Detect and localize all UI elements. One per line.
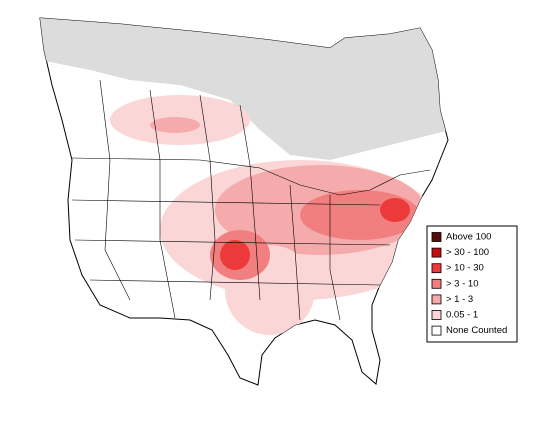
- legend-label: > 10 - 30: [446, 263, 484, 274]
- legend-label: > 3 - 10: [446, 278, 478, 289]
- legend-swatch: [431, 232, 442, 242]
- legend-label: > 30 - 100: [446, 247, 489, 258]
- legend-label: 0.05 - 1: [446, 310, 478, 321]
- area: [150, 117, 200, 133]
- legend-swatch: [431, 310, 442, 320]
- legend-label: > 1 - 3: [446, 294, 473, 305]
- abundance-areas: [40, 18, 448, 335]
- area: [220, 240, 250, 270]
- legend-label: None Counted: [446, 325, 507, 336]
- legend: Above 100 > 30 - 100 > 10 - 30 > 3 - 10 > 1 …: [426, 225, 518, 343]
- area: [380, 198, 410, 222]
- legend-box: [426, 225, 518, 343]
- map: [39, 17, 449, 386]
- legend-swatch: [431, 325, 442, 336]
- legend-items: Above 100 > 30 - 100 > 10 - 30 > 3 - 10 > 1 …: [431, 232, 507, 336]
- legend-swatch: [431, 247, 442, 258]
- legend-swatch: [431, 263, 442, 274]
- legend-swatch: [431, 278, 442, 289]
- legend-swatch: [431, 294, 442, 305]
- boundaries: [71, 79, 431, 321]
- no-data-region: [40, 18, 448, 160]
- legend-label: Above 100: [446, 232, 491, 243]
